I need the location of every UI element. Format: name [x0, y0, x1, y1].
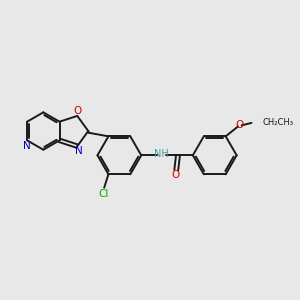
Text: N: N — [75, 146, 83, 156]
Text: NH: NH — [154, 148, 169, 158]
Text: N: N — [23, 141, 31, 151]
Text: Cl: Cl — [98, 189, 109, 199]
Text: O: O — [74, 106, 82, 116]
Text: O: O — [171, 170, 180, 180]
Text: CH₂CH₃: CH₂CH₃ — [262, 118, 293, 127]
Text: O: O — [236, 120, 244, 130]
